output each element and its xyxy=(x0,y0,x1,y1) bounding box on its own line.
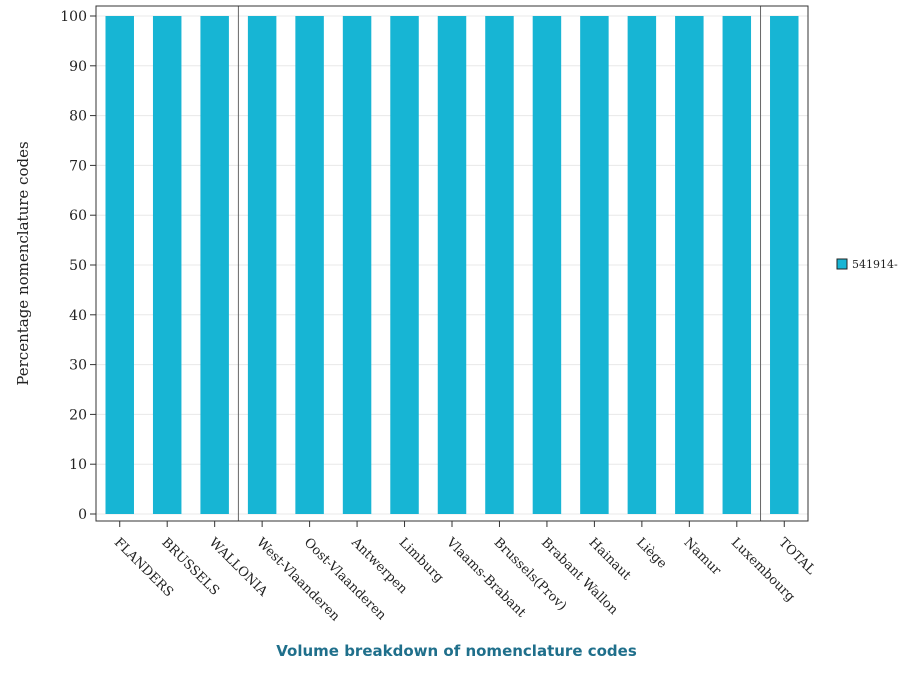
bar xyxy=(722,16,752,514)
x-tick-label: Namur xyxy=(681,535,725,579)
x-tick-label: Oost-Vlaanderen xyxy=(301,535,390,624)
group-separators xyxy=(237,6,762,521)
bar xyxy=(342,16,372,514)
x-tick-label: Vlaams-Brabant xyxy=(442,535,529,622)
legend: 541914- xyxy=(836,258,898,271)
bar xyxy=(770,16,799,514)
y-axis: 0 10 20 30 40 50 60 70 80 90 100 xyxy=(60,9,96,523)
bar xyxy=(485,16,514,514)
legend-label: 541914- xyxy=(852,258,898,271)
bar xyxy=(437,16,467,514)
bar xyxy=(532,16,562,514)
y-tick-label: 90 xyxy=(69,59,87,75)
legend-swatch xyxy=(836,258,848,270)
x-tick-label: TOTAL xyxy=(775,535,818,578)
y-tick-label: 60 xyxy=(69,208,87,224)
y-tick-label: 80 xyxy=(69,109,87,125)
y-tick-label: 10 xyxy=(69,457,87,473)
x-tick-label: Liège xyxy=(633,535,670,572)
bar xyxy=(152,16,182,514)
bar xyxy=(105,16,134,514)
y-tick-label: 30 xyxy=(69,358,87,374)
y-tick-label: 40 xyxy=(69,308,87,324)
bar xyxy=(295,16,324,514)
y-tick-label: 50 xyxy=(69,258,87,274)
y-tick-label: 100 xyxy=(60,9,87,25)
bar xyxy=(627,16,657,514)
bar xyxy=(580,16,609,514)
y-tick-label: 0 xyxy=(78,507,87,523)
bar xyxy=(675,16,704,514)
x-tick-label: Hainaut xyxy=(586,535,635,584)
bar xyxy=(390,16,419,514)
chart-title: Volume breakdown of nomenclature codes xyxy=(276,642,637,660)
x-axis: FLANDERSBRUSSELSWALLONIAWest-VlaanderenO… xyxy=(111,521,818,625)
x-tick-label: Limburg xyxy=(396,535,446,585)
x-tick-label: West-Vlaanderen xyxy=(253,535,343,625)
y-tick-label: 20 xyxy=(69,407,87,423)
bar xyxy=(247,16,277,514)
bar xyxy=(200,16,229,514)
y-axis-label: Percentage nomenclature codes xyxy=(14,141,32,385)
y-tick-label: 70 xyxy=(69,158,87,174)
bars xyxy=(105,16,799,514)
